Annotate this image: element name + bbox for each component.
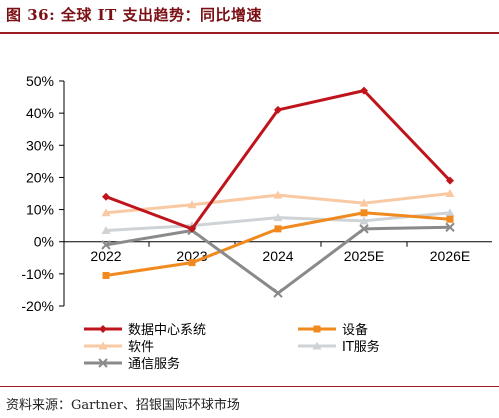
data-point bbox=[359, 216, 369, 225]
data-point bbox=[187, 200, 197, 209]
series-3 bbox=[101, 189, 455, 217]
x-marker-stroke bbox=[98, 358, 108, 368]
x-tick-label: 2026E bbox=[430, 248, 470, 264]
data-point bbox=[188, 259, 196, 267]
y-tick-label: 20% bbox=[26, 169, 54, 185]
data-point bbox=[273, 288, 283, 298]
data-point bbox=[188, 224, 196, 233]
legend-item: IT服务 bbox=[298, 339, 380, 355]
x-tick-label: 2024 bbox=[262, 248, 293, 264]
legend-label: 设备 bbox=[342, 322, 368, 338]
series-lines bbox=[101, 86, 455, 298]
legend-label: 通信服务 bbox=[128, 356, 180, 372]
y-tick-label: 40% bbox=[26, 105, 54, 121]
y-tick-label: 50% bbox=[26, 73, 54, 89]
y-tick-label: 10% bbox=[26, 202, 54, 218]
legend-swatch-marker bbox=[98, 341, 108, 350]
data-point bbox=[359, 198, 369, 207]
data-point bbox=[101, 208, 111, 217]
data-point bbox=[360, 209, 368, 217]
legend-swatch-marker bbox=[312, 341, 322, 350]
data-point bbox=[446, 215, 454, 223]
x-marker-stroke bbox=[273, 288, 283, 298]
data-point bbox=[273, 190, 283, 199]
series-1 bbox=[102, 86, 454, 233]
legend-swatch-marker bbox=[313, 325, 321, 333]
legend-swatch-marker bbox=[98, 358, 108, 368]
y-tick-label: 0% bbox=[34, 234, 54, 250]
title-divider bbox=[0, 32, 499, 34]
legend-label: IT服务 bbox=[342, 339, 380, 355]
x-tick-label: 2025E bbox=[344, 248, 384, 264]
x-tick-label: 2022 bbox=[90, 248, 121, 264]
data-point bbox=[274, 105, 282, 114]
figure-title: 图 36: 全球 IT 支出趋势：同比增速 bbox=[6, 6, 262, 24]
y-tick-label: -20% bbox=[21, 298, 54, 314]
data-point bbox=[360, 86, 368, 95]
y-tick-label: 30% bbox=[26, 137, 54, 153]
data-point bbox=[445, 222, 455, 232]
series-line bbox=[105, 211, 451, 277]
series-2 bbox=[102, 209, 454, 279]
data-point bbox=[273, 213, 283, 222]
data-point bbox=[359, 224, 369, 234]
x-marker-stroke bbox=[359, 224, 369, 234]
x-marker-stroke bbox=[445, 222, 455, 232]
legend-item: 设备 bbox=[298, 322, 368, 338]
data-point bbox=[101, 240, 111, 250]
x-marker-stroke bbox=[101, 240, 111, 250]
data-point bbox=[446, 176, 454, 185]
data-point bbox=[445, 208, 455, 217]
data-point bbox=[102, 192, 110, 201]
legend-label: 数据中心系统 bbox=[128, 323, 206, 338]
data-point bbox=[101, 225, 111, 234]
legend-item: 软件 bbox=[84, 340, 154, 355]
legend-label: 软件 bbox=[128, 340, 154, 355]
legend-item: 数据中心系统 bbox=[84, 323, 206, 338]
data-point bbox=[274, 225, 282, 233]
legend-swatch-marker bbox=[99, 325, 107, 333]
legend-item: 通信服务 bbox=[84, 356, 180, 372]
data-point bbox=[102, 271, 110, 279]
series-5 bbox=[101, 222, 455, 298]
data-point bbox=[445, 189, 455, 197]
source-note: 资料来源：Gartner、招银国际环球市场 bbox=[6, 398, 240, 413]
y-tick-label: -10% bbox=[21, 266, 54, 282]
source-divider bbox=[0, 386, 499, 387]
